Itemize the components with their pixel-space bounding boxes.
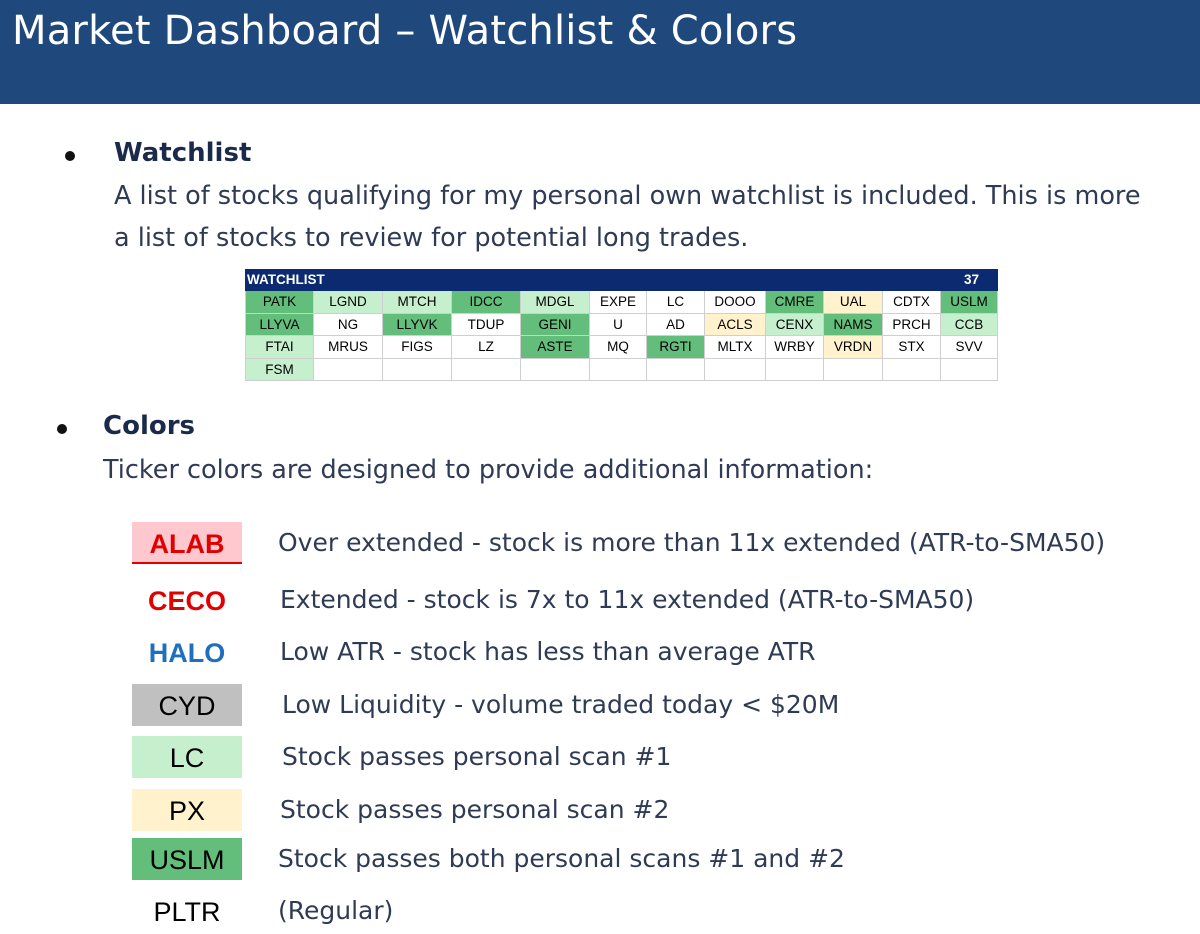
ticker-cell[interactable]: CDTX — [883, 291, 941, 314]
legend-description-alab: Over extended - stock is more than 11x e… — [278, 528, 1106, 557]
ticker-cell[interactable]: CMRE — [766, 291, 824, 314]
ticker-cell[interactable]: SVV — [941, 336, 998, 359]
ticker-cell[interactable]: LC — [647, 291, 705, 314]
watchlist-count: 37 — [964, 272, 980, 287]
ticker-cell[interactable]: USLM — [941, 291, 998, 314]
ticker-cell[interactable]: FSM — [245, 358, 314, 382]
empty-cell — [521, 358, 590, 382]
colors-heading: Colors — [103, 411, 196, 441]
legend-swatch-alab: ALAB — [132, 522, 242, 564]
watchlist-table-header: WATCHLIST 37 — [245, 269, 998, 291]
ticker-cell[interactable]: CCB — [941, 313, 998, 337]
table-row: FSM — [245, 358, 998, 382]
legend-swatch-halo: HALO — [132, 631, 242, 673]
bullet-icon — [57, 424, 67, 434]
legend-description-cyd: Low Liquidity - volume traded today < $2… — [282, 690, 840, 719]
ticker-cell[interactable]: LLYVK — [383, 313, 452, 337]
empty-cell — [824, 358, 883, 382]
empty-cell — [705, 358, 766, 382]
ticker-cell[interactable]: LLYVA — [245, 313, 314, 337]
ticker-cell[interactable]: U — [590, 313, 647, 337]
ticker-cell[interactable]: DOOO — [705, 291, 766, 314]
ticker-cell[interactable]: LZ — [452, 336, 521, 359]
ticker-cell[interactable]: NAMS — [824, 313, 883, 337]
page-title: Market Dashboard – Watchlist & Colors — [12, 8, 798, 54]
ticker-cell[interactable]: MQ — [590, 336, 647, 359]
legend-description-ceco: Extended - stock is 7x to 11x extended (… — [280, 585, 975, 614]
watchlist-table: WATCHLIST 37 PATK LGND MTCH IDCC MDGL EXPE LC D… — [245, 269, 998, 382]
watchlist-table-title: WATCHLIST — [247, 272, 325, 287]
ticker-cell[interactable]: EXPE — [590, 291, 647, 314]
ticker-cell[interactable]: RGTI — [647, 336, 705, 359]
ticker-cell[interactable]: MTCH — [383, 291, 452, 314]
legend-description-pltr: (Regular) — [278, 896, 394, 925]
ticker-cell[interactable]: CENX — [766, 313, 824, 337]
legend-swatch-cyd: CYD — [132, 684, 242, 726]
legend-swatch-px: PX — [132, 789, 242, 831]
watchlist-heading: Watchlist — [114, 138, 252, 168]
table-row: PATK LGND MTCH IDCC MDGL EXPE LC DOOO CMRE UAL CDT… — [245, 291, 998, 314]
empty-cell — [941, 358, 998, 382]
table-row: FTAI MRUS FIGS LZ ASTE MQ RGTI MLTX WRBY VRDN STX S… — [245, 336, 998, 359]
header-bar: Market Dashboard – Watchlist & Colors — [0, 0, 1200, 104]
legend-swatch-lc: LC — [132, 736, 242, 778]
legend-description-halo: Low ATR - stock has less than average AT… — [280, 637, 816, 666]
legend-swatch-uslm: USLM — [132, 838, 242, 880]
empty-cell — [314, 358, 383, 382]
ticker-cell[interactable]: VRDN — [824, 336, 883, 359]
ticker-cell[interactable]: WRBY — [766, 336, 824, 359]
ticker-cell[interactable]: MLTX — [705, 336, 766, 359]
legend-description-lc: Stock passes personal scan #1 — [282, 742, 672, 771]
legend-swatch-ceco: CECO — [132, 579, 242, 621]
ticker-cell[interactable]: STX — [883, 336, 941, 359]
empty-cell — [766, 358, 824, 382]
watchlist-table-body: PATK LGND MTCH IDCC MDGL EXPE LC DOOO CMRE UAL CDT… — [245, 291, 998, 382]
ticker-cell[interactable]: NG — [314, 313, 383, 337]
ticker-cell[interactable]: ACLS — [705, 313, 766, 337]
ticker-cell[interactable]: ASTE — [521, 336, 590, 359]
ticker-cell[interactable]: LGND — [314, 291, 383, 314]
ticker-cell[interactable]: UAL — [824, 291, 883, 314]
ticker-cell[interactable]: PATK — [245, 291, 314, 314]
ticker-cell[interactable]: TDUP — [452, 313, 521, 337]
empty-cell — [590, 358, 647, 382]
ticker-cell[interactable]: FTAI — [245, 336, 314, 359]
ticker-cell[interactable]: MRUS — [314, 336, 383, 359]
empty-cell — [452, 358, 521, 382]
empty-cell — [883, 358, 941, 382]
legend-description-px: Stock passes personal scan #2 — [280, 795, 670, 824]
table-row: LLYVA NG LLYVK TDUP GENI U AD ACLS CENX NAMS PRCH C… — [245, 313, 998, 337]
bullet-icon — [65, 151, 75, 161]
empty-cell — [647, 358, 705, 382]
ticker-cell[interactable]: PRCH — [883, 313, 941, 337]
ticker-cell[interactable]: AD — [647, 313, 705, 337]
ticker-cell[interactable]: IDCC — [452, 291, 521, 314]
legend-swatch-pltr: PLTR — [132, 890, 242, 932]
legend-description-uslm: Stock passes both personal scans #1 and … — [278, 844, 845, 873]
colors-description: Ticker colors are designed to provide ad… — [103, 455, 874, 485]
empty-cell — [383, 358, 452, 382]
ticker-cell[interactable]: GENI — [521, 313, 590, 337]
watchlist-description-line-2: a list of stocks to review for potential… — [114, 223, 749, 253]
ticker-cell[interactable]: MDGL — [521, 291, 590, 314]
ticker-cell[interactable]: FIGS — [383, 336, 452, 359]
watchlist-description-line-1: A list of stocks qualifying for my perso… — [114, 181, 1141, 211]
